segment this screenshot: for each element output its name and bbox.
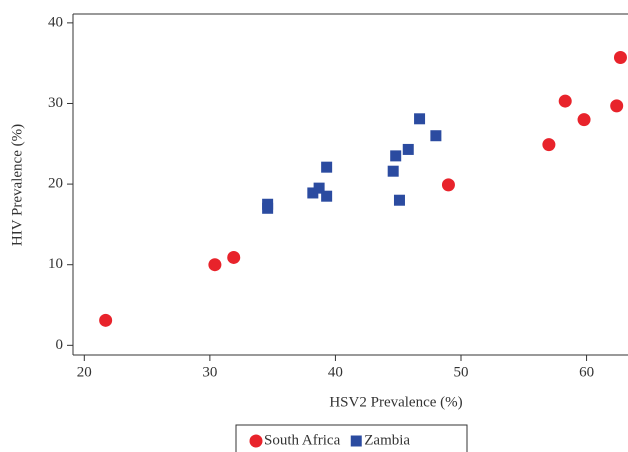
x-tick-label: 40 — [328, 364, 343, 380]
y-tick-label: 0 — [56, 337, 64, 353]
legend-box — [235, 424, 468, 452]
point — [613, 51, 627, 65]
point — [321, 161, 333, 173]
y-tick-label: 30 — [48, 95, 63, 111]
point — [577, 113, 591, 127]
point — [227, 250, 241, 264]
point — [390, 150, 402, 162]
legend-label: South Africa — [264, 432, 341, 448]
y-tick-label: 10 — [48, 256, 63, 272]
point — [430, 130, 442, 142]
point — [321, 190, 333, 202]
point — [558, 94, 572, 108]
point — [262, 202, 274, 214]
point — [610, 99, 624, 113]
legend-marker — [350, 435, 362, 447]
y-tick-label: 40 — [48, 14, 63, 30]
point — [402, 143, 414, 155]
y-axis-label: HIV Prevalence (%) — [9, 124, 25, 246]
legend-marker — [249, 434, 263, 448]
point — [414, 113, 426, 125]
point — [313, 182, 325, 194]
point — [393, 194, 405, 206]
point — [307, 187, 319, 199]
point — [208, 258, 222, 272]
point — [387, 165, 399, 177]
legend-label: Zambia — [364, 432, 410, 448]
y-tick-label: 20 — [48, 176, 63, 192]
x-axis-label: HSV2 Prevalence (%) — [329, 394, 462, 410]
point — [542, 138, 556, 152]
point — [99, 313, 113, 327]
x-tick-label: 20 — [77, 364, 92, 380]
x-tick-label: 50 — [453, 364, 468, 380]
x-tick-label: 60 — [579, 364, 594, 380]
x-tick-label: 30 — [202, 364, 217, 380]
point — [441, 178, 455, 192]
